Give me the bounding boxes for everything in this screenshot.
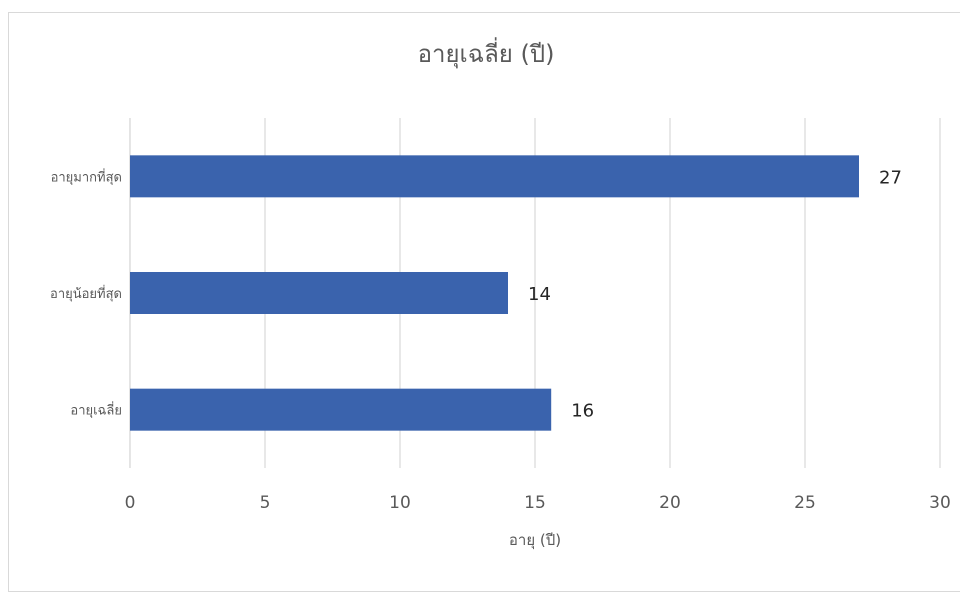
- bar: [130, 155, 859, 198]
- category-label: อายุน้อยที่สุด: [50, 285, 122, 302]
- x-tick-label: 15: [524, 493, 546, 513]
- chart-title: อายุเฉลี่ย (ปี): [418, 37, 555, 69]
- x-tick-label: 0: [125, 493, 136, 513]
- bar: [130, 388, 552, 431]
- category-label: อายุเฉลี่ย: [70, 402, 122, 419]
- data-label: 16: [571, 401, 594, 422]
- data-labels: 27 14 16: [528, 167, 902, 421]
- x-tick-label: 5: [260, 493, 271, 513]
- data-label: 14: [528, 284, 551, 305]
- data-label: 27: [879, 167, 902, 188]
- x-tick-label: 30: [929, 493, 951, 513]
- x-tick-label: 25: [794, 493, 816, 513]
- x-axis-label: อายุ (ปี): [509, 531, 561, 550]
- x-tick-labels: 0 5 10 15 20 25 30: [125, 493, 951, 513]
- x-tick-label: 20: [659, 493, 681, 513]
- x-tick-label: 10: [389, 493, 411, 513]
- category-label: อายุมากที่สุด: [51, 168, 122, 185]
- bars: [130, 155, 859, 431]
- bar: [130, 272, 508, 314]
